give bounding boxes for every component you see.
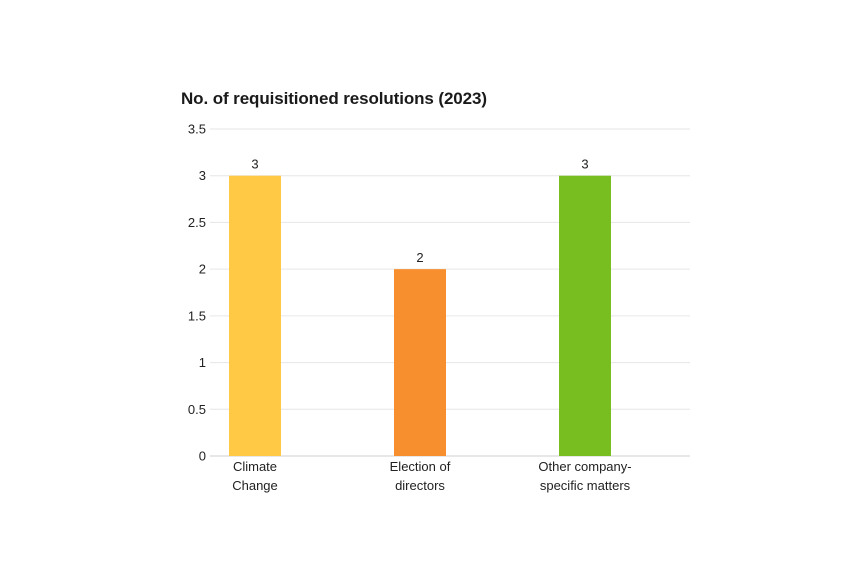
bar (394, 269, 446, 456)
chart-title: No. of requisitioned resolutions (2023) (181, 89, 487, 108)
data-labels: 3 2 3 (251, 157, 588, 265)
x-tick-label: specific matters (540, 478, 631, 493)
x-axis: Climate Change Election of directors Other c… (232, 459, 631, 493)
bar (229, 175, 281, 456)
y-tick-label: 1.5 (188, 308, 206, 323)
gridlines (210, 128, 690, 457)
data-label: 3 (251, 157, 258, 172)
y-tick-label: 3.5 (188, 122, 206, 137)
data-label: 3 (581, 157, 588, 172)
y-tick-label: 2.5 (188, 215, 206, 230)
y-tick-label: 0.5 (188, 402, 206, 417)
bar (559, 175, 611, 456)
x-tick-label: Election of (390, 459, 451, 474)
y-tick-label: 2 (199, 262, 206, 277)
y-axis: 0 0.5 1 1.5 2 2.5 3 3.5 (188, 122, 206, 464)
y-tick-label: 1 (199, 355, 206, 370)
x-tick-label: Change (232, 478, 278, 493)
y-tick-label: 0 (199, 449, 206, 464)
x-tick-label: Other company- (538, 459, 631, 474)
bars (229, 175, 611, 456)
y-tick-label: 3 (199, 168, 206, 183)
x-tick-label: Climate (233, 459, 277, 474)
data-label: 2 (416, 250, 423, 265)
x-tick-label: directors (395, 478, 445, 493)
